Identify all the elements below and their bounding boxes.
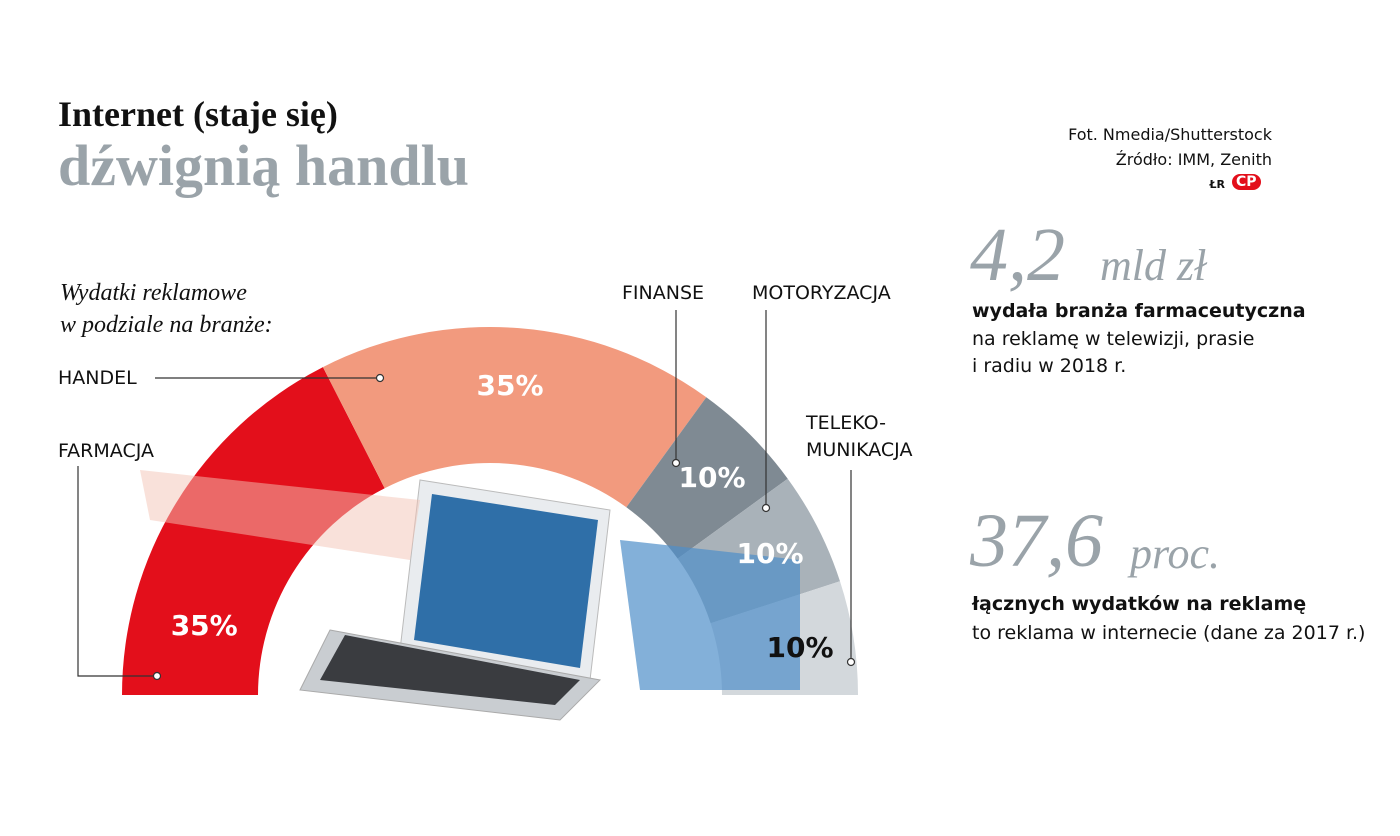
stat-text: to reklama w internecie (dane za 2017 r.… — [972, 622, 1366, 644]
author: ŁR — [1209, 178, 1225, 191]
title-accent: dźwignią handlu — [58, 133, 470, 198]
photo-credit: Fot. Nmedia/Shutterstock — [1068, 125, 1272, 144]
value-label: 35% — [171, 609, 238, 642]
category-label: FINANSE — [622, 282, 705, 304]
category-label: TELEKO- MUNIKACJA — [806, 412, 913, 461]
category-label: MOTORYZACJA — [752, 282, 891, 304]
stat-unit: proc. — [1130, 529, 1221, 578]
stat-number: 37,6 — [970, 499, 1103, 583]
title: Internet (staje się) — [58, 94, 338, 134]
category-label: FARMACJA — [58, 440, 154, 462]
category-label: HANDEL — [58, 367, 137, 389]
pie-segment — [322, 326, 707, 508]
leader-line — [77, 466, 157, 677]
stat-text: na reklamę w telewizji, prasie i radiu w… — [972, 328, 1255, 377]
leader-dot — [846, 657, 856, 667]
value-label: 35% — [476, 369, 543, 402]
pie-segment — [626, 397, 788, 559]
stat-lead: wydała branża farmaceutyczna — [972, 300, 1306, 322]
stat-unit: mld zł — [1100, 241, 1207, 290]
source: Źródło: IMM, Zenith — [1115, 150, 1272, 169]
laptop — [140, 470, 800, 721]
value-label: 10% — [736, 537, 803, 570]
leader-dot — [761, 503, 771, 513]
stat-lead: łącznych wydatków na reklamę — [972, 593, 1307, 615]
value-label: 10% — [678, 461, 745, 494]
leader-dot — [671, 458, 681, 468]
subtitle: Wydatki reklamowe w podziale na branże: — [60, 280, 273, 338]
leader-dot — [375, 373, 385, 383]
leader-dot — [152, 671, 162, 681]
logo: CP — [1232, 174, 1261, 190]
value-label: 10% — [766, 631, 833, 664]
stat-number: 4,2 — [970, 213, 1065, 297]
